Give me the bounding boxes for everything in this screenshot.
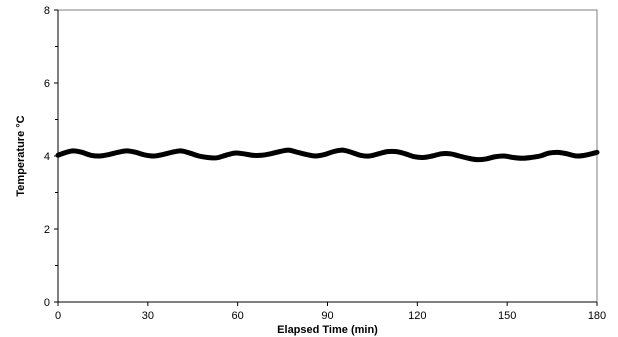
x-tick-label: 120 [408,310,426,322]
x-tick-label: 90 [321,310,333,322]
series-layer [55,147,600,163]
x-tick-label: 30 [142,310,154,322]
y-axis-title: Temperature °C [15,115,27,196]
y-tick-label: 0 [44,297,50,309]
y-tick-label: 8 [44,5,50,17]
ticks: 0 2 4 6 8 0 30 60 90 120 150 180 [44,5,606,322]
x-tick-label: 0 [55,310,61,322]
x-tick-label: 150 [498,310,516,322]
y-tick-label: 4 [44,151,50,163]
x-axis-title: Elapsed Time (min) [277,324,378,336]
x-tick-label: 60 [232,310,244,322]
x-tick-label: 180 [588,310,606,322]
y-tick-label: 6 [44,78,50,90]
series-line-0 [55,147,600,163]
y-tick-label: 2 [44,224,50,236]
